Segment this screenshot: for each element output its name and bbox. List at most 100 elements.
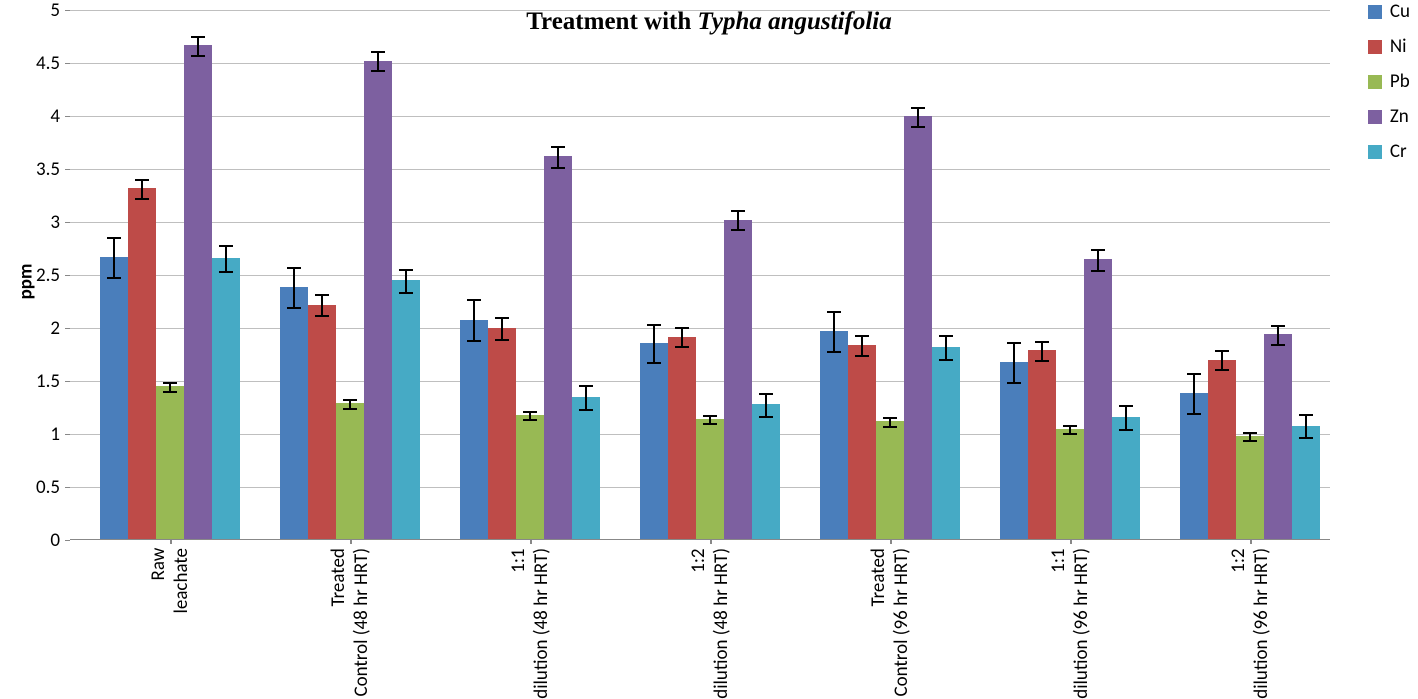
bar-cr xyxy=(392,280,420,539)
legend-item-pb: Pb xyxy=(1368,70,1410,93)
ytick-label: 2 xyxy=(20,317,60,340)
error-cap xyxy=(1299,414,1313,416)
bar-cu xyxy=(1000,362,1028,539)
error-cap xyxy=(911,107,925,109)
error-bar xyxy=(737,211,739,230)
xtick-label: 1:2 xyxy=(1229,548,1250,699)
bar-ni xyxy=(848,345,876,539)
ytick-mark xyxy=(65,328,70,330)
error-cap xyxy=(827,311,841,313)
error-cap xyxy=(467,340,481,342)
error-cap xyxy=(551,146,565,148)
error-cap xyxy=(1187,373,1201,375)
error-cap xyxy=(163,391,177,393)
error-cap xyxy=(1063,425,1077,427)
error-cap xyxy=(107,277,121,279)
bar-pb xyxy=(696,419,724,539)
xtick-mark xyxy=(890,539,892,544)
error-bar xyxy=(225,246,227,271)
error-cap xyxy=(1215,350,1229,352)
bar-pb xyxy=(1056,429,1084,539)
bar-cu xyxy=(820,331,848,539)
error-cap xyxy=(675,346,689,348)
error-cap xyxy=(551,167,565,169)
error-bar xyxy=(1097,250,1099,271)
ytick-mark xyxy=(65,487,70,489)
legend-swatch xyxy=(1368,145,1382,159)
bar-ni xyxy=(1208,360,1236,539)
xtick-label: dilution (48 hr HRT) xyxy=(712,548,733,699)
error-bar xyxy=(321,295,323,316)
bar-zn xyxy=(544,156,572,539)
legend-item-ni: Ni xyxy=(1368,35,1410,58)
error-cap xyxy=(1007,342,1021,344)
xtick-label: 1:1 xyxy=(1049,548,1070,699)
ytick-label: 2.5 xyxy=(20,264,60,287)
xtick-label: leachate xyxy=(172,548,193,613)
error-cap xyxy=(579,409,593,411)
error-bar xyxy=(501,318,503,339)
error-bar xyxy=(293,268,295,308)
error-cap xyxy=(703,423,717,425)
error-cap xyxy=(939,359,953,361)
error-cap xyxy=(135,198,149,200)
error-cap xyxy=(399,269,413,271)
bar-cu xyxy=(640,343,668,539)
error-cap xyxy=(343,399,357,401)
legend-label: Zn xyxy=(1390,105,1409,128)
bar-pb xyxy=(156,386,184,539)
ytick-mark xyxy=(65,10,70,12)
legend-item-cu: Cu xyxy=(1368,0,1410,23)
xtick-mark xyxy=(350,539,352,544)
error-bar xyxy=(765,394,767,417)
error-cap xyxy=(343,408,357,410)
error-cap xyxy=(191,55,205,57)
ytick-mark xyxy=(65,540,70,542)
xtick-label: Control (96 hr HRT) xyxy=(892,548,913,697)
legend-item-zn: Zn xyxy=(1368,105,1410,128)
error-cap xyxy=(399,292,413,294)
error-cap xyxy=(287,307,301,309)
ytick-mark xyxy=(65,222,70,224)
legend-swatch xyxy=(1368,110,1382,124)
error-cap xyxy=(1063,433,1077,435)
error-cap xyxy=(135,179,149,181)
error-cap xyxy=(371,51,385,53)
ytick-label: 3.5 xyxy=(20,158,60,181)
error-cap xyxy=(219,271,233,273)
error-cap xyxy=(467,299,481,301)
bar-zn xyxy=(1084,259,1112,539)
ytick-mark xyxy=(65,275,70,277)
error-bar xyxy=(1125,406,1127,429)
xtick-label: Raw xyxy=(149,548,170,613)
error-cap xyxy=(827,351,841,353)
bar-pb xyxy=(336,403,364,539)
legend-swatch xyxy=(1368,5,1382,19)
error-bar xyxy=(1305,415,1307,438)
xtick-mark xyxy=(1250,539,1252,544)
legend: Cu Ni Pb Zn Cr xyxy=(1368,0,1410,175)
ytick-mark xyxy=(65,63,70,65)
error-bar xyxy=(473,300,475,340)
ytick-label: 0.5 xyxy=(20,476,60,499)
error-bar xyxy=(377,52,379,71)
plot-area: 00.511.522.533.544.55RawleachateTreatedC… xyxy=(70,10,1330,540)
error-cap xyxy=(1271,325,1285,327)
error-cap xyxy=(855,355,869,357)
error-cap xyxy=(731,210,745,212)
error-cap xyxy=(647,362,661,364)
error-cap xyxy=(759,416,773,418)
ytick-label: 5 xyxy=(20,0,60,22)
bar-ni xyxy=(1028,350,1056,539)
bar-zn xyxy=(724,220,752,539)
error-cap xyxy=(1091,270,1105,272)
error-bar xyxy=(1041,342,1043,361)
error-cap xyxy=(579,385,593,387)
error-bar xyxy=(1193,374,1195,414)
bar-cr xyxy=(572,397,600,539)
error-cap xyxy=(1271,344,1285,346)
gridline xyxy=(70,116,1330,117)
error-bar xyxy=(917,108,919,127)
bar-cu xyxy=(280,287,308,539)
legend-label: Cr xyxy=(1390,140,1407,163)
